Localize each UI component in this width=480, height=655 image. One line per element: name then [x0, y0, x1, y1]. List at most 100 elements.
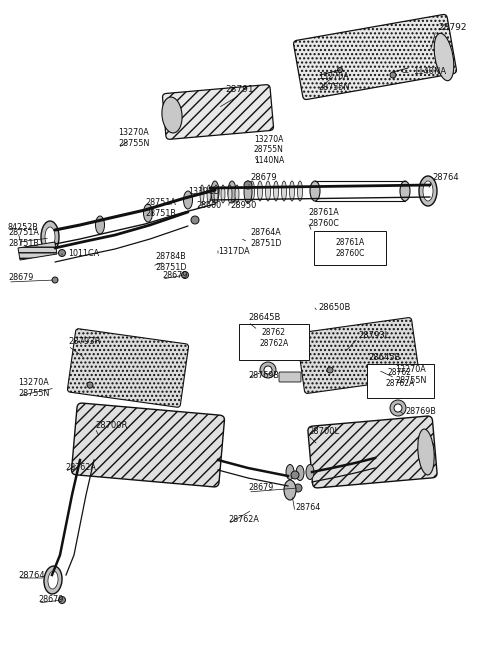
Ellipse shape — [423, 181, 433, 201]
Text: 84252B: 84252B — [8, 223, 39, 233]
Text: 13270A
28755N: 13270A 28755N — [118, 128, 149, 147]
Text: 13270A
28755N: 13270A 28755N — [395, 365, 426, 384]
Text: 28764: 28764 — [18, 571, 45, 580]
Text: 28700R: 28700R — [95, 421, 127, 430]
FancyBboxPatch shape — [279, 372, 301, 382]
FancyBboxPatch shape — [308, 416, 437, 488]
Text: 28793L: 28793L — [358, 331, 389, 339]
Circle shape — [294, 484, 302, 492]
FancyBboxPatch shape — [297, 318, 420, 394]
Text: 28761A
28760C: 28761A 28760C — [336, 238, 365, 257]
Text: 28769B: 28769B — [248, 371, 279, 379]
Text: 28762
28762A: 28762 28762A — [385, 368, 415, 388]
Ellipse shape — [200, 185, 204, 203]
Ellipse shape — [434, 33, 454, 81]
Text: 28764: 28764 — [295, 504, 320, 512]
Text: 1140NA: 1140NA — [413, 67, 446, 77]
Text: 28751A
28751B: 28751A 28751B — [145, 198, 176, 217]
Ellipse shape — [418, 429, 434, 475]
Ellipse shape — [274, 181, 278, 201]
Text: 28761A
28760C: 28761A 28760C — [308, 208, 339, 228]
Circle shape — [390, 72, 396, 78]
Ellipse shape — [298, 181, 302, 201]
Ellipse shape — [96, 216, 105, 234]
Text: 28793R: 28793R — [68, 337, 100, 346]
Ellipse shape — [41, 221, 59, 253]
Circle shape — [337, 67, 343, 73]
FancyBboxPatch shape — [367, 364, 434, 398]
Ellipse shape — [45, 227, 55, 247]
Text: 28679: 28679 — [8, 274, 34, 282]
Text: 28791: 28791 — [226, 86, 254, 94]
Ellipse shape — [281, 181, 287, 201]
Ellipse shape — [228, 185, 232, 203]
Circle shape — [191, 216, 199, 224]
Text: 28679: 28679 — [250, 174, 276, 183]
Ellipse shape — [44, 566, 62, 594]
Text: 28679: 28679 — [248, 483, 274, 493]
Text: 28645B: 28645B — [368, 354, 400, 362]
Ellipse shape — [228, 181, 236, 203]
Circle shape — [59, 597, 65, 603]
Ellipse shape — [144, 204, 153, 222]
FancyBboxPatch shape — [68, 329, 189, 407]
Ellipse shape — [214, 185, 218, 203]
Circle shape — [181, 272, 189, 278]
Text: 28650B: 28650B — [318, 303, 350, 312]
Ellipse shape — [48, 571, 58, 589]
Text: 28600: 28600 — [196, 200, 221, 210]
Text: 13270A
28755N: 13270A 28755N — [18, 379, 49, 398]
Circle shape — [394, 404, 402, 412]
Text: 28679: 28679 — [162, 271, 187, 280]
Text: 28764: 28764 — [432, 172, 458, 181]
Text: 1339CD: 1339CD — [188, 187, 220, 196]
Ellipse shape — [306, 464, 314, 479]
Circle shape — [264, 366, 272, 374]
Ellipse shape — [390, 400, 406, 416]
Text: 28950: 28950 — [230, 200, 256, 210]
Ellipse shape — [235, 185, 239, 203]
Ellipse shape — [250, 181, 254, 201]
Text: 28762A: 28762A — [228, 515, 259, 525]
Circle shape — [59, 250, 65, 257]
Circle shape — [87, 382, 93, 388]
FancyBboxPatch shape — [314, 231, 386, 265]
Ellipse shape — [284, 480, 296, 500]
Ellipse shape — [162, 97, 182, 133]
Ellipse shape — [400, 181, 410, 201]
Text: 28762
28762A: 28762 28762A — [259, 328, 288, 348]
Ellipse shape — [244, 181, 252, 203]
Polygon shape — [18, 242, 57, 260]
Ellipse shape — [419, 176, 437, 206]
Ellipse shape — [265, 181, 271, 201]
Text: 1011CA: 1011CA — [68, 248, 99, 257]
Circle shape — [52, 277, 58, 283]
Ellipse shape — [211, 181, 219, 203]
Text: 28700L: 28700L — [308, 428, 339, 436]
Text: 28751A
28751B: 28751A 28751B — [8, 229, 39, 248]
FancyBboxPatch shape — [239, 324, 309, 360]
Circle shape — [327, 367, 333, 373]
Ellipse shape — [260, 362, 276, 378]
Text: 28769B: 28769B — [405, 407, 436, 417]
Text: 28764A
28751D: 28764A 28751D — [250, 229, 281, 248]
Text: 28645B: 28645B — [248, 314, 280, 322]
Ellipse shape — [310, 181, 320, 201]
Circle shape — [291, 471, 299, 479]
Ellipse shape — [296, 466, 304, 481]
Text: 28784B
28751D: 28784B 28751D — [155, 252, 187, 272]
FancyBboxPatch shape — [163, 84, 274, 140]
Text: 28762A: 28762A — [65, 464, 96, 472]
FancyBboxPatch shape — [294, 14, 456, 100]
Ellipse shape — [207, 185, 211, 203]
Ellipse shape — [286, 464, 294, 479]
Ellipse shape — [221, 185, 225, 203]
Circle shape — [244, 181, 252, 189]
Ellipse shape — [183, 191, 192, 209]
Ellipse shape — [257, 181, 263, 201]
FancyBboxPatch shape — [72, 403, 225, 487]
Text: 13270A
28755N
1140NA: 13270A 28755N 1140NA — [254, 135, 284, 165]
Text: 13270A
28755N: 13270A 28755N — [318, 72, 349, 92]
Text: 28792: 28792 — [438, 24, 467, 33]
Text: 28679: 28679 — [38, 595, 63, 605]
